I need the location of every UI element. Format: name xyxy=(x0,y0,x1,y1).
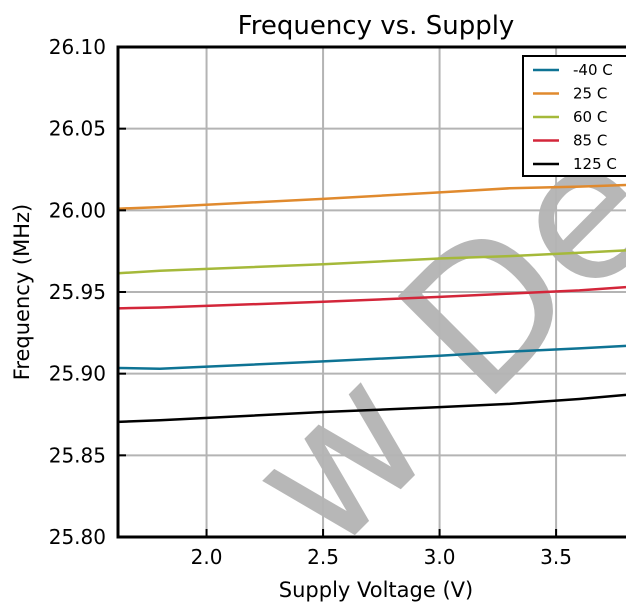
x-tick-label: 3.0 xyxy=(424,545,456,569)
y-axis-label: Frequency (MHz) xyxy=(10,204,34,380)
series-line-0 xyxy=(117,344,626,371)
chart-title: Frequency vs. Supply xyxy=(238,11,515,41)
legend-label: 60 C xyxy=(573,108,607,126)
legend-label: 25 C xyxy=(573,85,607,103)
series-line-4 xyxy=(117,393,626,424)
series-line-3 xyxy=(117,285,626,310)
series-line-1 xyxy=(117,183,626,210)
x-tick-label: 2.5 xyxy=(307,545,339,569)
series-line-2 xyxy=(117,249,626,275)
legend: -40 C 25 C 60 C 85 C 125 C xyxy=(522,55,626,177)
legend-label: 125 C xyxy=(573,155,617,173)
y-tick-label: 25.90 xyxy=(49,362,106,386)
y-tick-label: 26.00 xyxy=(49,198,106,222)
y-tick-label: 26.05 xyxy=(49,117,106,141)
legend-label: -40 C xyxy=(573,61,613,79)
legend-label: 85 C xyxy=(573,132,607,150)
x-tick-label: 3.5 xyxy=(540,545,572,569)
y-tick-label: 25.80 xyxy=(49,525,106,549)
y-tick-label: 25.95 xyxy=(49,280,106,304)
x-tick-label: 2.0 xyxy=(191,545,223,569)
y-tick-label: 25.85 xyxy=(49,443,106,467)
y-tick-label: 26.10 xyxy=(49,35,106,59)
x-axis-label: Supply Voltage (V) xyxy=(279,578,473,602)
